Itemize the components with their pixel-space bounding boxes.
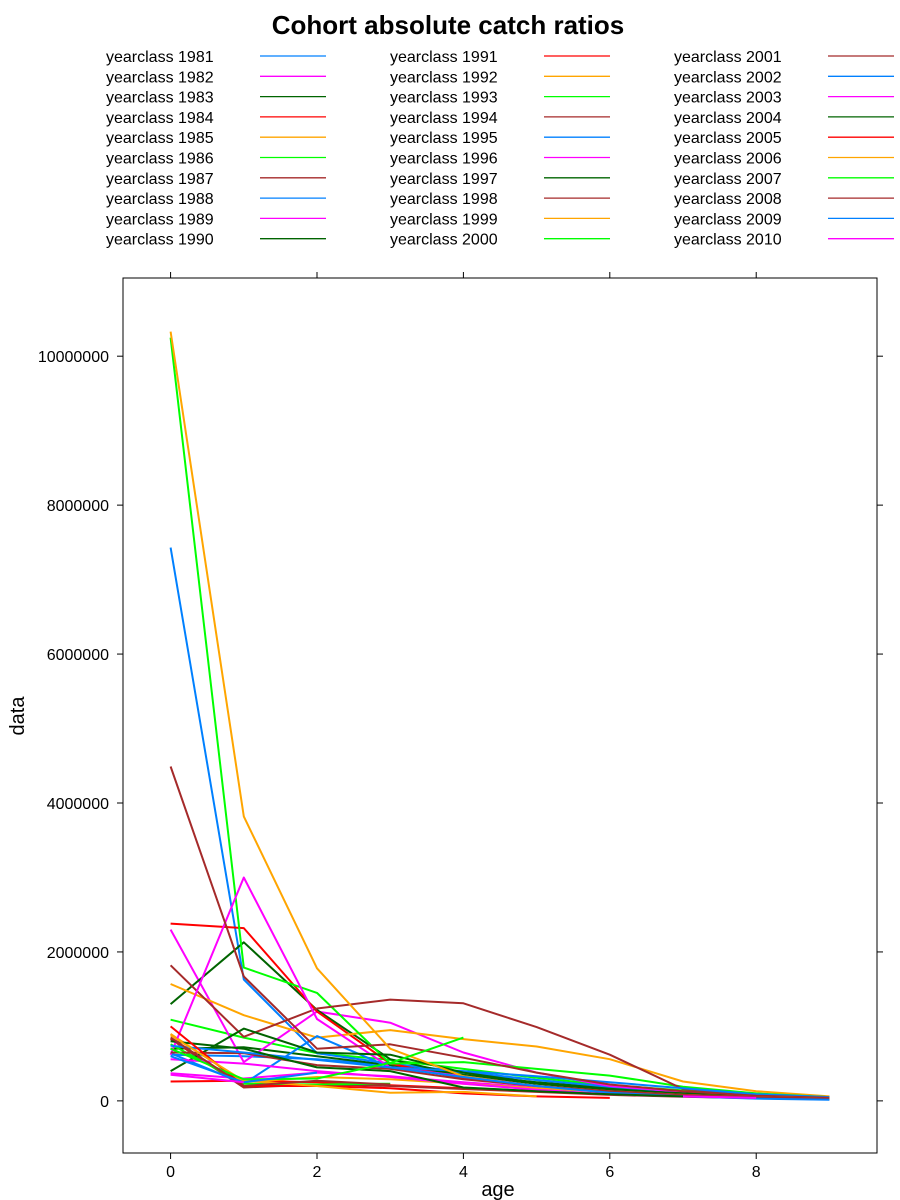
legend-entry: yearclass 1986 [106, 151, 326, 168]
legend-entry: yearclass 2008 [674, 191, 894, 208]
legend-label: yearclass 2001 [674, 49, 782, 66]
legend-entry: yearclass 1983 [106, 90, 326, 107]
legend-label: yearclass 1982 [106, 69, 214, 86]
legend-entry: yearclass 1982 [106, 69, 326, 86]
legend-entry: yearclass 2000 [390, 232, 610, 249]
legend-entry: yearclass 1999 [390, 211, 610, 228]
x-tick-label: 8 [752, 1164, 761, 1181]
legend-label: yearclass 1988 [106, 191, 214, 208]
legend-entry: yearclass 2005 [674, 130, 894, 147]
legend-label: yearclass 1989 [106, 211, 214, 228]
x-tick-label: 6 [605, 1164, 614, 1181]
series-line-yearclass-1997 [170, 1027, 830, 1100]
legend-label: yearclass 1985 [106, 130, 214, 147]
legend-entry: yearclass 2003 [674, 90, 894, 107]
x-tick-label: 4 [459, 1164, 468, 1181]
legend-entry: yearclass 1994 [390, 110, 610, 127]
legend-label: yearclass 2009 [674, 211, 782, 228]
series-line-yearclass-2010 [170, 1073, 244, 1084]
legend-entry: yearclass 1987 [106, 171, 326, 188]
y-tick-label: 0 [100, 1094, 109, 1111]
legend-entry: yearclass 1998 [390, 191, 610, 208]
legend-entry: yearclass 1991 [390, 49, 610, 66]
legend-label: yearclass 1992 [390, 69, 498, 86]
chart-title: Cohort absolute catch ratios [272, 10, 625, 40]
axis-ticks: 0 2 4 6 8 0 2000000 4000000 6000000 8000000 100000… [38, 272, 883, 1181]
legend-entry: yearclass 1989 [106, 211, 326, 228]
legend-entry: yearclass 1996 [390, 151, 610, 168]
legend-entry: yearclass 1985 [106, 130, 326, 147]
legend-label: yearclass 1984 [106, 110, 214, 127]
legend-label: yearclass 1991 [390, 49, 498, 66]
legend-label: yearclass 1997 [390, 171, 498, 188]
legend-label: yearclass 1996 [390, 151, 498, 168]
legend-label: yearclass 2006 [674, 151, 782, 168]
legend-label: yearclass 1981 [106, 49, 214, 66]
legend-label: yearclass 1994 [390, 110, 498, 127]
series-line-yearclass-2001 [170, 1051, 830, 1100]
y-tick-label: 8000000 [47, 498, 109, 515]
x-tick-label: 0 [166, 1164, 175, 1181]
legend-entry: yearclass 1981 [106, 49, 326, 66]
legend-entry: yearclass 1984 [106, 110, 326, 127]
series-lines [169, 331, 830, 1101]
legend-entry: yearclass 1990 [106, 232, 326, 249]
legend-entry: yearclass 2007 [674, 171, 894, 188]
legend-entry: yearclass 2002 [674, 69, 894, 86]
plot-area-frame [122, 277, 878, 1154]
legend-entry: yearclass 1988 [106, 191, 326, 208]
legend-entry: yearclass 2006 [674, 151, 894, 168]
legend-entry: yearclass 1997 [390, 171, 610, 188]
legend-label: yearclass 2003 [674, 90, 782, 107]
y-tick-label: 4000000 [47, 796, 109, 813]
legend-label: yearclass 2002 [674, 69, 782, 86]
legend-entry: yearclass 2009 [674, 211, 894, 228]
y-tick-label: 6000000 [47, 647, 109, 664]
legend-entry: yearclass 1995 [390, 130, 610, 147]
legend-label: yearclass 1986 [106, 151, 214, 168]
series-line-yearclass-1998 [169, 766, 830, 1099]
legend-entry: yearclass 2001 [674, 49, 894, 66]
legend-label: yearclass 1999 [390, 211, 498, 228]
y-axis-label: data [7, 696, 29, 736]
legend-label: yearclass 2000 [390, 232, 498, 249]
x-tick-label: 2 [313, 1164, 322, 1181]
legend-label: yearclass 1983 [106, 90, 214, 107]
legend-label: yearclass 1990 [106, 232, 214, 249]
x-axis-label: age [481, 1179, 514, 1200]
legend-label: yearclass 2008 [674, 191, 782, 208]
legend-label: yearclass 1995 [390, 130, 498, 147]
legend-label: yearclass 2004 [674, 110, 782, 127]
legend-entry: yearclass 2004 [674, 110, 894, 127]
legend-label: yearclass 1987 [106, 171, 214, 188]
legend-label: yearclass 2005 [674, 130, 782, 147]
legend-label: yearclass 2007 [674, 171, 782, 188]
legend-label: yearclass 1998 [390, 191, 498, 208]
y-tick-label: 10000000 [38, 349, 109, 366]
series-line-yearclass-1999 [169, 331, 830, 1100]
series-line-yearclass-2008 [170, 1036, 391, 1087]
y-tick-label: 2000000 [47, 945, 109, 962]
legend-label: yearclass 2010 [674, 232, 782, 249]
legend-label: yearclass 1993 [390, 90, 498, 107]
legend-entry: yearclass 1992 [390, 69, 610, 86]
legend-entry: yearclass 2010 [674, 232, 894, 249]
legend: yearclass 1981 yearclass 1982 yearclass 19… [106, 49, 894, 249]
series-line-yearclass-1993 [169, 337, 830, 1099]
legend-entry: yearclass 1993 [390, 90, 610, 107]
series-line-yearclass-1992 [170, 983, 830, 1098]
series-line-yearclass-2004 [170, 1040, 684, 1098]
